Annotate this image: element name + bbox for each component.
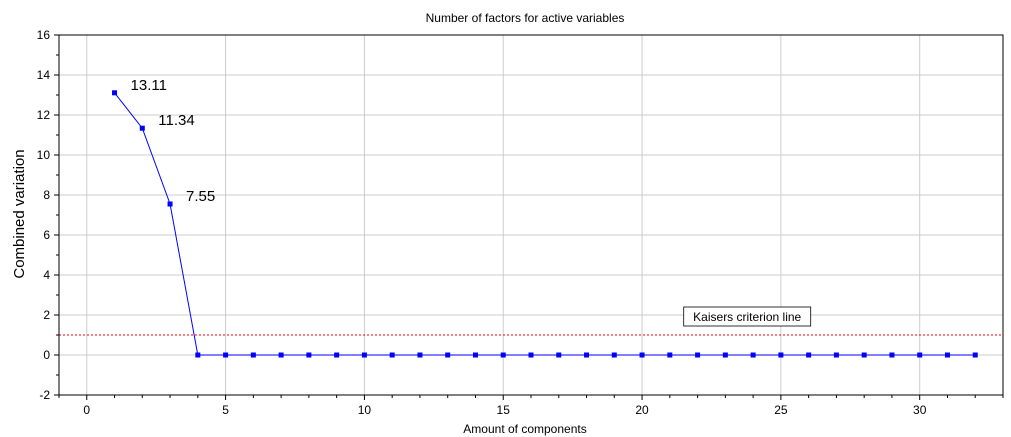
y-tick-label: 16 bbox=[37, 28, 51, 42]
x-tick-label: 0 bbox=[83, 403, 90, 417]
data-point-marker bbox=[472, 352, 478, 358]
series-line bbox=[114, 92, 976, 356]
data-point-marker bbox=[445, 352, 451, 358]
data-point-marker bbox=[250, 352, 256, 358]
data-point-marker bbox=[556, 352, 562, 358]
data-point-marker bbox=[778, 352, 784, 358]
data-point-marker bbox=[195, 352, 201, 358]
data-point-marker bbox=[389, 352, 395, 358]
data-point-marker bbox=[611, 352, 617, 358]
y-tick-label: 0 bbox=[43, 348, 50, 362]
data-point-marker bbox=[750, 352, 756, 358]
x-tick-label: 15 bbox=[497, 403, 511, 417]
data-point-marker bbox=[917, 352, 923, 358]
data-point-marker bbox=[306, 352, 312, 358]
data-value-label: 7.55 bbox=[186, 188, 215, 205]
data-point-marker bbox=[667, 352, 673, 358]
data-point-marker bbox=[167, 201, 173, 207]
y-tick-label: 4 bbox=[43, 268, 50, 282]
data-point-marker bbox=[972, 352, 978, 358]
y-tick-label: -2 bbox=[39, 388, 50, 402]
reference-line-group: Kaisers criterion line bbox=[59, 306, 1003, 336]
y-tick-label: 2 bbox=[43, 308, 50, 322]
x-tick-label: 5 bbox=[222, 403, 229, 417]
x-tick-label: 10 bbox=[358, 403, 372, 417]
data-point-marker bbox=[722, 352, 728, 358]
data-point-marker bbox=[528, 352, 534, 358]
data-point-marker bbox=[361, 352, 367, 358]
data-labels-group: 13.11 11.34 7.55 bbox=[131, 77, 216, 205]
y-axis-title: Combined variation bbox=[11, 149, 28, 278]
data-point-marker bbox=[695, 352, 701, 358]
y-tick-label: 6 bbox=[43, 228, 50, 242]
y-tick-label: 8 bbox=[43, 188, 50, 202]
data-point-marker bbox=[223, 352, 229, 358]
data-point-marker bbox=[417, 352, 423, 358]
data-point-marker bbox=[639, 352, 645, 358]
grid-lines bbox=[59, 34, 1003, 396]
data-point-marker bbox=[806, 352, 812, 358]
kaiser-label-box bbox=[683, 306, 812, 327]
y-tick-label: 14 bbox=[37, 68, 51, 82]
x-tick-label: 30 bbox=[913, 403, 927, 417]
data-value-label: 13.11 bbox=[131, 77, 167, 94]
x-tick-label: 20 bbox=[635, 403, 649, 417]
data-point-marker bbox=[500, 352, 506, 358]
data-point-marker bbox=[139, 125, 145, 131]
x-tick-label: 25 bbox=[774, 403, 788, 417]
data-point-marker bbox=[112, 90, 118, 96]
chart-title: Number of factors for active variables bbox=[426, 11, 625, 25]
axis-ticks-group: 0 5 10 15 20 25 30 -2 0 2 4 6 8 10 12 14 16 bbox=[37, 28, 1004, 417]
plot-area-frame bbox=[58, 34, 1004, 396]
y-tick-label: 12 bbox=[37, 108, 51, 122]
data-point-marker bbox=[278, 352, 284, 358]
data-point-marker bbox=[584, 352, 590, 358]
data-value-label: 11.34 bbox=[158, 112, 194, 129]
data-point-marker bbox=[944, 352, 950, 358]
x-axis-title: Amount of components bbox=[463, 422, 586, 436]
data-point-marker bbox=[889, 352, 895, 358]
series-group bbox=[112, 90, 978, 358]
data-point-marker bbox=[334, 352, 340, 358]
y-tick-label: 10 bbox=[37, 148, 51, 162]
kaiser-label-text: Kaisers criterion line bbox=[693, 310, 801, 324]
data-point-marker bbox=[861, 352, 867, 358]
data-point-marker bbox=[833, 352, 839, 358]
